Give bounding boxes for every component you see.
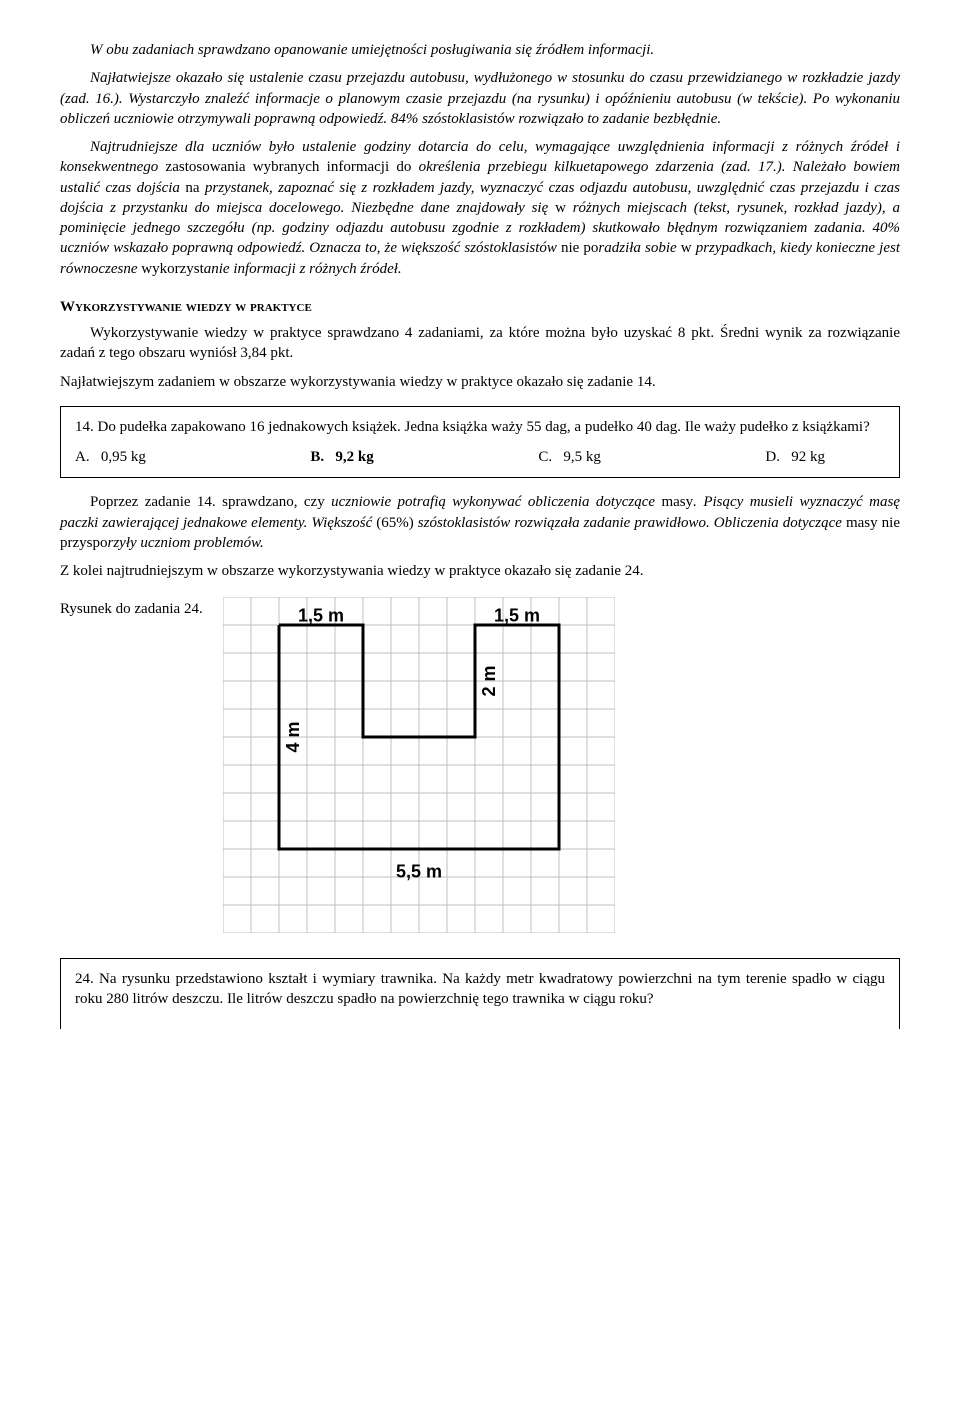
task-14-answers: A. 0,95 kg B. 9,2 kg C. 9,5 kg D. 92 kg xyxy=(75,447,885,467)
text: szóstoklasistów rozwiązała zadanie prawi… xyxy=(418,515,846,531)
heading-text: Wykorzystywanie wiedzy w praktyce xyxy=(60,299,312,315)
answer-c: C. 9,5 kg xyxy=(538,447,601,467)
text: Najłatwiejsze okazało się ustalenie czas… xyxy=(60,70,900,127)
svg-text:2 m: 2 m xyxy=(479,666,499,697)
answer-b-correct: B. 9,2 kg xyxy=(310,447,373,467)
para-easiest-task: Najłatwiejszym zadaniem w obszarze wykor… xyxy=(60,372,900,392)
text: Poprzez zadanie 14. sprawdzano, czy xyxy=(90,494,331,510)
para-intro-2: Najłatwiejsze okazało się ustalenie czas… xyxy=(60,68,900,129)
text: (65%) xyxy=(376,515,418,531)
svg-text:5,5 m: 5,5 m xyxy=(396,862,442,882)
answer-label: D. xyxy=(765,449,780,465)
text: uczniowie potrafią wykonywać obliczenia … xyxy=(331,494,661,510)
text: radziła sobie xyxy=(598,240,680,256)
task-14-question: 14. Do pudełka zapakowano 16 jednakowych… xyxy=(75,417,885,437)
task-24-question: 24. Na rysunku przedstawiono kształt i w… xyxy=(75,969,885,1010)
text: w xyxy=(555,200,573,216)
text: problemów. xyxy=(194,535,264,551)
answer-value: 9,5 kg xyxy=(563,449,601,465)
text: anie informacji z różnych źródeł. xyxy=(204,261,402,277)
answer-a: A. 0,95 kg xyxy=(75,447,146,467)
answer-d: D. 92 kg xyxy=(765,447,825,467)
answer-value: 9,2 kg xyxy=(335,449,373,465)
answer-value: 0,95 kg xyxy=(101,449,146,465)
svg-text:1,5 m: 1,5 m xyxy=(494,606,540,626)
para-intro-3: Najtrudniejsze dla uczniów było ustaleni… xyxy=(60,137,900,279)
figure-svg-container: 1,5 m 1,5 m 2 m 4 m 5,5 m xyxy=(223,597,615,939)
answer-label: A. xyxy=(75,449,90,465)
text: W obu zadaniach sprawdzano opanowanie um… xyxy=(90,42,654,58)
task-14-box: 14. Do pudełka zapakowano 16 jednakowych… xyxy=(60,406,900,479)
figure-task-24: Rysunek do zadania 24. 1,5 m 1,5 m 2 m 4 m 5… xyxy=(60,597,900,939)
text: zastosowania wybranych informacji do xyxy=(166,159,419,175)
answer-label: B. xyxy=(310,449,324,465)
text: rzyły uczniom xyxy=(108,535,195,551)
svg-text:1,5 m: 1,5 m xyxy=(298,606,344,626)
answer-label: C. xyxy=(538,449,552,465)
para-practice-intro: Wykorzystywanie wiedzy w praktyce sprawd… xyxy=(60,323,900,364)
text: wykorzyst xyxy=(141,261,204,277)
figure-caption: Rysunek do zadania 24. xyxy=(60,597,223,619)
text: w xyxy=(681,240,696,256)
lawn-shape-diagram: 1,5 m 1,5 m 2 m 4 m 5,5 m xyxy=(223,597,615,933)
svg-text:4 m: 4 m xyxy=(283,722,303,753)
para-intro-1: W obu zadaniach sprawdzano opanowanie um… xyxy=(60,40,900,60)
text: nie po xyxy=(561,240,598,256)
para-hardest-task: Z kolei najtrudniejszym w obszarze wykor… xyxy=(60,561,900,581)
text: masy xyxy=(661,494,693,510)
text: na xyxy=(185,180,205,196)
para-task14-analysis: Poprzez zadanie 14. sprawdzano, czy uczn… xyxy=(60,492,900,553)
section-heading-practice: Wykorzystywanie wiedzy w praktyce xyxy=(60,297,900,317)
task-24-box: 24. Na rysunku przedstawiono kształt i w… xyxy=(60,958,900,1030)
answer-value: 92 kg xyxy=(791,449,825,465)
